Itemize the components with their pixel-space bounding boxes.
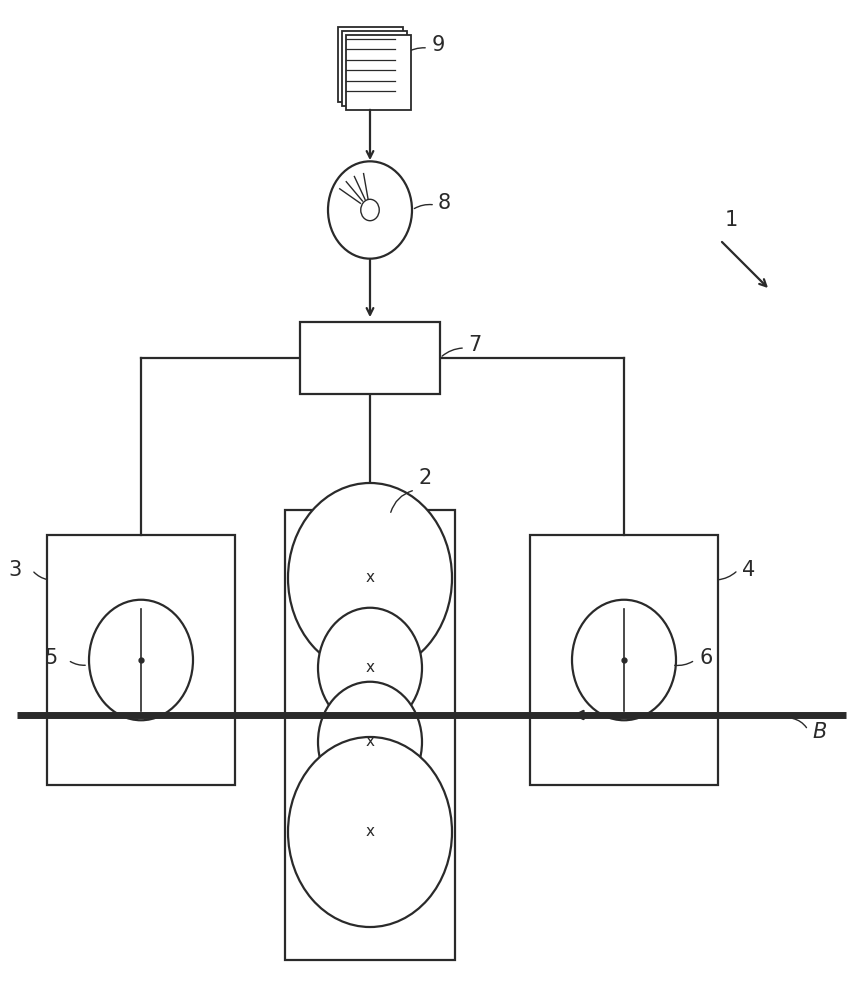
Circle shape	[288, 483, 452, 673]
Circle shape	[89, 600, 193, 720]
Text: 2: 2	[418, 468, 432, 488]
Bar	[530, 535, 718, 785]
Text: x: x	[366, 734, 375, 750]
Text: 5: 5	[45, 648, 58, 668]
Text: 6: 6	[699, 648, 712, 668]
Text: x: x	[366, 661, 375, 676]
Text: 1: 1	[725, 210, 738, 230]
Text: x: x	[366, 824, 375, 839]
Bar	[345, 35, 411, 110]
Text: 9: 9	[432, 35, 445, 55]
Bar	[285, 510, 455, 960]
Text: 7: 7	[468, 335, 482, 355]
Bar	[300, 322, 440, 394]
Text: x: x	[366, 570, 375, 585]
Bar	[47, 535, 235, 785]
Bar	[337, 27, 402, 102]
Circle shape	[318, 608, 422, 728]
Text: 4: 4	[742, 560, 755, 580]
Text: 8: 8	[438, 193, 451, 213]
Text: 3: 3	[9, 560, 22, 580]
Circle shape	[288, 737, 452, 927]
Circle shape	[361, 199, 379, 221]
Circle shape	[572, 600, 676, 720]
Bar	[342, 31, 406, 106]
Circle shape	[328, 161, 412, 259]
Circle shape	[318, 682, 422, 802]
Text: B: B	[812, 722, 827, 742]
